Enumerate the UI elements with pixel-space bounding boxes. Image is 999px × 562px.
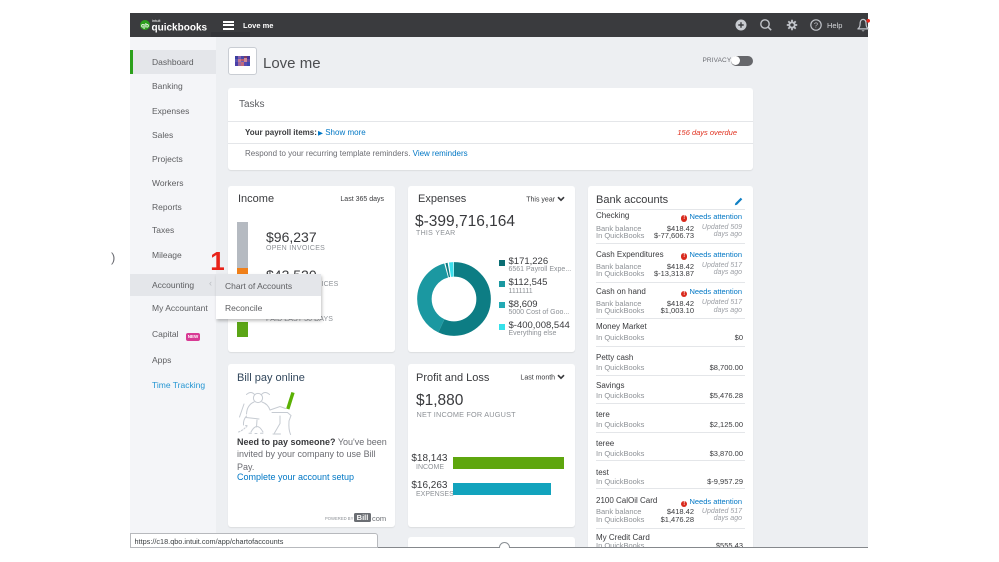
- svg-text:intuit: intuit: [152, 18, 161, 23]
- svg-text:qb: qb: [141, 23, 149, 30]
- svg-text:Help: Help: [827, 21, 842, 30]
- svg-text:?: ?: [814, 21, 818, 30]
- svg-text:quickbooks: quickbooks: [152, 23, 208, 34]
